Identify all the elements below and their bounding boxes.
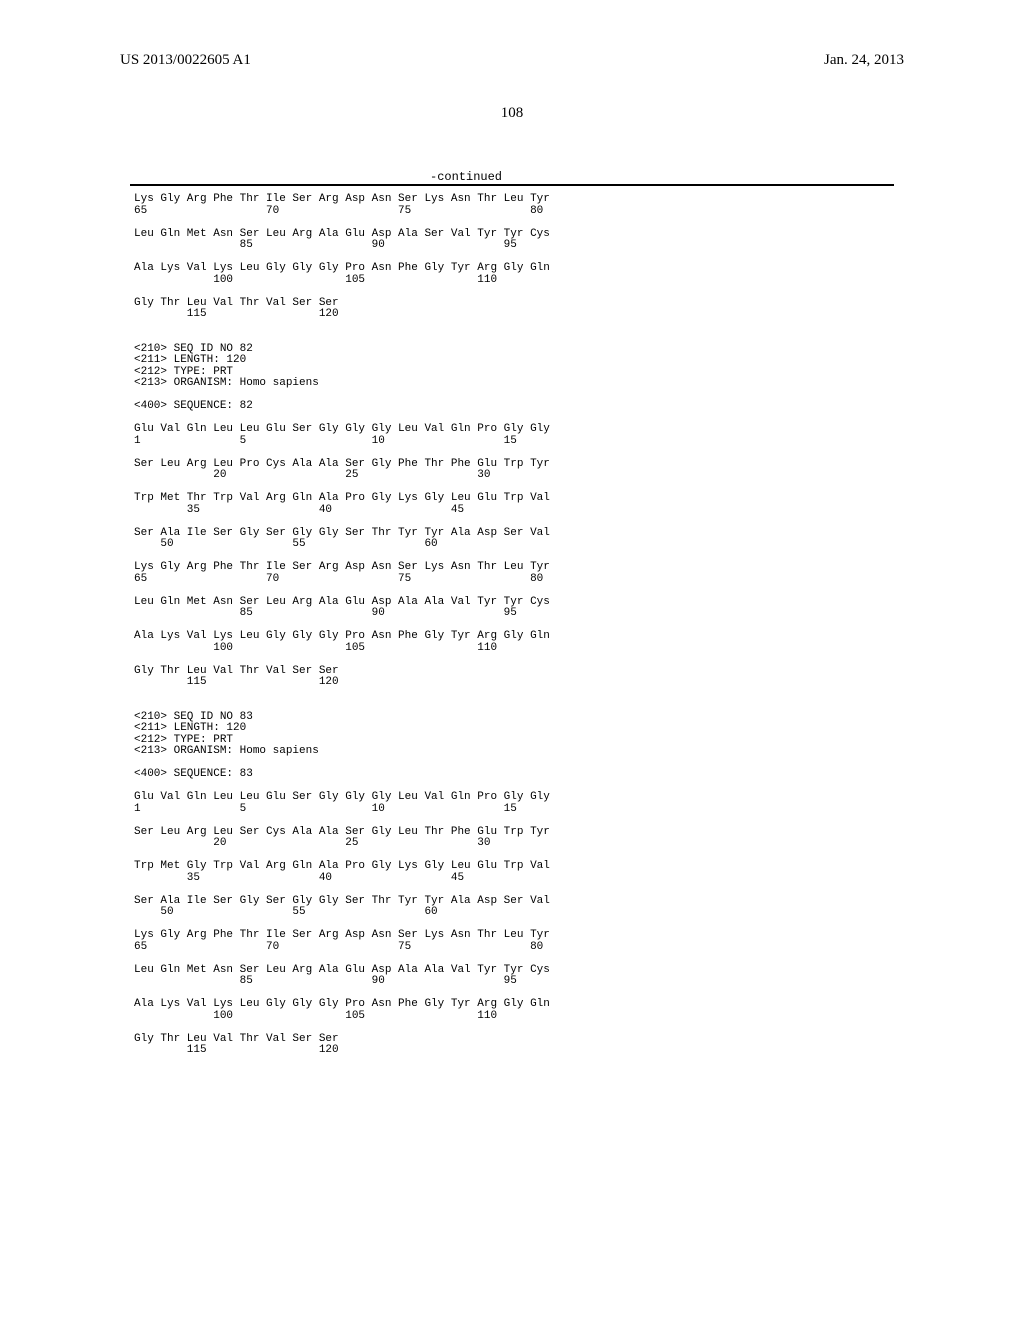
publication-date: Jan. 24, 2013 (824, 52, 904, 69)
publication-number: US 2013/0022605 A1 (120, 52, 251, 69)
horizontal-rule (130, 184, 894, 186)
sequence-listing-body: Lys Gly Arg Phe Thr Ile Ser Arg Asp Asn … (134, 194, 550, 1057)
continued-label: -continued (430, 170, 502, 184)
page-header: US 2013/0022605 A1 Jan. 24, 2013 (0, 52, 1024, 69)
page-number: 108 (0, 105, 1024, 122)
